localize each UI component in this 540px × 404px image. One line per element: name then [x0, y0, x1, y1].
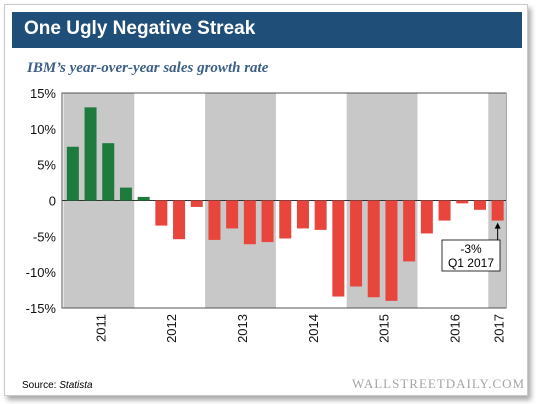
header-banner: One Ugly Negative Streak [12, 12, 522, 48]
bar-q4-2012 [190, 200, 203, 207]
source-name: Statista [59, 380, 93, 391]
bar-q3-2011 [102, 143, 115, 201]
y-tick-label: 15% [30, 86, 56, 101]
brand-watermark: WALLSTREETDAILY.COM [352, 376, 526, 391]
bar-q2-2016 [438, 200, 451, 221]
y-tick-label: 10% [30, 122, 56, 137]
bar-q1-2011 [66, 146, 79, 201]
bar-q2-2012 [155, 200, 168, 226]
page-title: One Ugly Negative Streak [24, 18, 256, 39]
bar-q1-2016 [420, 200, 433, 234]
annotation-value: -3% [460, 242, 482, 256]
bar-q3-2012 [173, 200, 186, 240]
y-tick-label: -5% [33, 229, 57, 244]
y-tick-label: 0 [49, 194, 56, 209]
bar-q3-2014 [314, 200, 327, 230]
source-label: Source: [22, 380, 57, 391]
bar-q4-2013 [261, 200, 274, 243]
bar-q3-2016 [456, 200, 469, 204]
x-tick-label-2013: 2013 [235, 314, 250, 343]
source-note: Source: Statista [22, 380, 93, 391]
x-tick-label-2012: 2012 [164, 314, 179, 343]
bar-q2-2011 [84, 107, 97, 201]
bar-q1-2014 [279, 200, 292, 239]
bar-q2-2013 [226, 200, 239, 229]
x-tick-label-2016: 2016 [447, 314, 462, 343]
bar-q1-2015 [350, 200, 363, 287]
chart-subtitle: IBM’s year-over-year sales growth rate [27, 60, 269, 76]
bar-q4-2016 [473, 200, 486, 210]
bar-q4-2011 [119, 187, 132, 201]
annotation-arrowhead [494, 222, 501, 229]
y-tick-label: -10% [26, 265, 57, 280]
bar-q1-2013 [208, 200, 221, 240]
bar-q1-2017 [491, 200, 504, 221]
x-tick-label-2014: 2014 [306, 314, 321, 343]
annotation-box [441, 239, 501, 272]
bar-q3-2013 [243, 200, 256, 245]
bar-q3-2015 [385, 200, 398, 301]
x-tick-label-2017: 2017 [492, 314, 507, 343]
x-tick-label-2011: 2011 [93, 314, 108, 342]
y-tick-label: -15% [26, 301, 57, 316]
bar-q4-2015 [403, 200, 416, 262]
bar-q2-2015 [367, 200, 380, 298]
bar-q1-2012 [137, 196, 150, 201]
y-tick-label: 5% [37, 158, 56, 173]
bar-q2-2014 [296, 200, 309, 229]
x-tick-label-2015: 2015 [377, 314, 392, 343]
annotation-period: Q1 2017 [448, 256, 494, 270]
bar-q4-2014 [332, 200, 345, 297]
